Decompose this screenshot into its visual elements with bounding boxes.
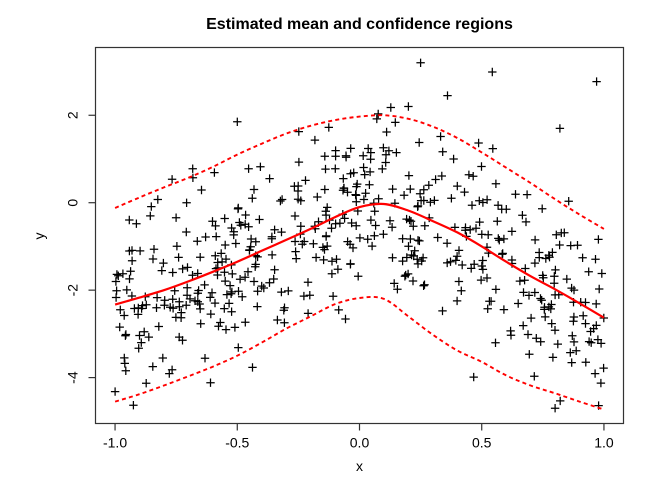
mean-line xyxy=(114,202,605,319)
y-tick-label: -4 xyxy=(65,371,81,384)
plot-area: -1.0 -0.5 0.0 0.5 1.0 -4 -2 0 2 xyxy=(65,46,625,451)
y-tick-label: 2 xyxy=(65,111,81,119)
lower-band-line xyxy=(114,296,605,411)
x-axis-label: x xyxy=(356,458,363,474)
upper-band-line xyxy=(114,114,605,230)
x-tick-label: 0.5 xyxy=(472,435,492,451)
x-tick-label: -0.5 xyxy=(225,435,249,451)
scatter-points xyxy=(110,58,608,413)
chart-title: Estimated mean and confidence regions xyxy=(206,16,513,33)
y-tick-label: -2 xyxy=(65,284,81,297)
y-axis-label: y xyxy=(31,233,47,240)
x-tick-label: 0.0 xyxy=(350,435,370,451)
y-tick-label: 0 xyxy=(65,199,81,207)
x-tick-label: 1.0 xyxy=(594,435,614,451)
x-tick-label: -1.0 xyxy=(103,435,127,451)
